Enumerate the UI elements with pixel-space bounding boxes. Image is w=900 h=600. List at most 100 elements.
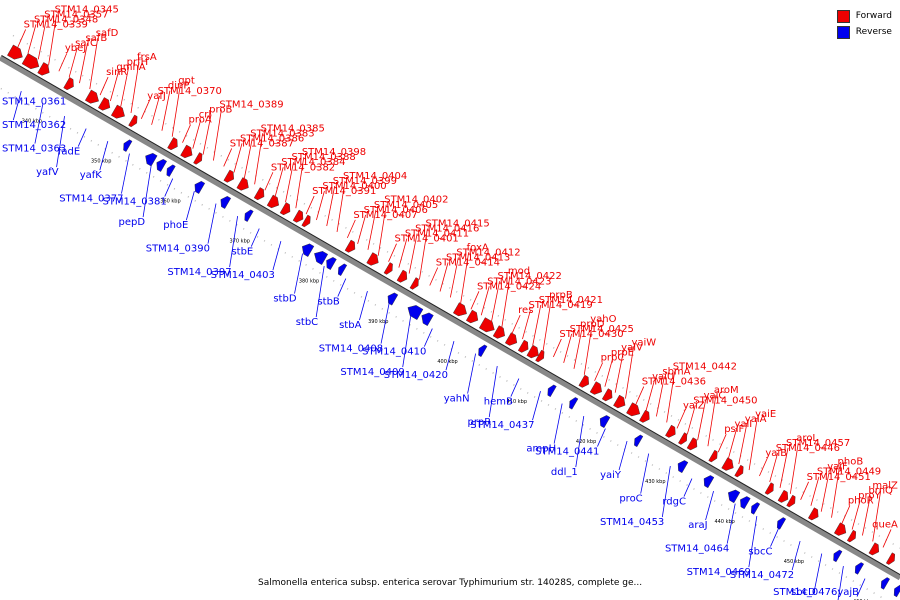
forward-gene-label[interactable]: proB bbox=[209, 105, 232, 116]
reverse-gene[interactable] bbox=[143, 151, 158, 167]
forward-gene-label[interactable]: STM14_0411 bbox=[405, 229, 469, 240]
forward-gene-label[interactable]: STM14_0382 bbox=[271, 162, 335, 173]
forward-gene-label[interactable]: dinP bbox=[168, 81, 190, 92]
reverse-gene-label[interactable]: sbcC bbox=[748, 547, 772, 558]
reverse-gene-label[interactable]: STM14_0453 bbox=[600, 517, 664, 528]
reverse-gene[interactable] bbox=[853, 561, 865, 575]
forward-gene-label[interactable]: STM14_0446 bbox=[776, 443, 840, 454]
reverse-gene-label[interactable]: ampH bbox=[526, 444, 556, 455]
forward-gene-label[interactable]: STM14_0414 bbox=[436, 258, 500, 269]
forward-gene[interactable] bbox=[465, 309, 481, 325]
forward-gene-label[interactable]: STM14_0405 bbox=[374, 200, 438, 211]
reverse-gene-label[interactable]: proC bbox=[619, 494, 642, 505]
forward-gene[interactable] bbox=[63, 77, 77, 91]
forward-gene-label[interactable]: STM14_0384 bbox=[281, 157, 345, 168]
forward-gene[interactable] bbox=[639, 409, 652, 424]
forward-gene-label[interactable]: prpB bbox=[549, 290, 573, 301]
forward-gene[interactable] bbox=[786, 494, 798, 508]
forward-gene-label[interactable]: STM14_0407 bbox=[353, 210, 417, 221]
forward-gene-label[interactable]: gpt bbox=[178, 76, 195, 87]
forward-gene[interactable] bbox=[535, 349, 547, 363]
reverse-gene-label[interactable]: araJ bbox=[688, 520, 707, 531]
forward-gene-label[interactable]: safB bbox=[85, 33, 107, 44]
forward-gene-label[interactable]: malZ bbox=[872, 480, 898, 491]
reverse-gene[interactable] bbox=[311, 248, 329, 265]
forward-gene-label[interactable]: yafJ bbox=[147, 91, 166, 102]
forward-gene-label[interactable]: STM14_0348 bbox=[34, 14, 98, 25]
reverse-gene[interactable] bbox=[737, 494, 751, 510]
forward-gene-label[interactable]: crl bbox=[199, 110, 211, 121]
forward-gene[interactable] bbox=[193, 152, 204, 165]
reverse-gene[interactable] bbox=[121, 138, 133, 152]
reverse-gene[interactable] bbox=[419, 310, 434, 326]
forward-gene[interactable] bbox=[601, 388, 615, 403]
reverse-gene[interactable] bbox=[567, 396, 579, 410]
reverse-gene-label[interactable]: stbE bbox=[231, 247, 253, 258]
forward-gene[interactable] bbox=[292, 209, 306, 224]
forward-gene[interactable] bbox=[578, 374, 592, 389]
forward-gene[interactable] bbox=[128, 114, 140, 128]
reverse-gene-label[interactable]: stbD bbox=[273, 294, 296, 305]
forward-gene[interactable] bbox=[409, 277, 421, 291]
forward-gene[interactable] bbox=[344, 239, 358, 254]
forward-gene-label[interactable]: STM14_0401 bbox=[395, 234, 459, 245]
forward-gene[interactable] bbox=[236, 177, 252, 192]
reverse-gene-label[interactable]: STM14_0469 bbox=[687, 567, 751, 578]
forward-gene-label[interactable]: yaiA bbox=[745, 414, 767, 425]
forward-gene-label[interactable]: STM14_0416 bbox=[415, 224, 479, 235]
forward-gene-label[interactable]: aroM bbox=[714, 385, 739, 396]
forward-gene-label[interactable]: STM14_0415 bbox=[425, 219, 489, 230]
forward-gene[interactable] bbox=[846, 529, 858, 543]
forward-gene-label[interactable]: STM14_0423 bbox=[487, 276, 551, 287]
forward-gene[interactable] bbox=[21, 53, 42, 71]
forward-gene[interactable] bbox=[478, 317, 497, 335]
reverse-gene-label[interactable]: yafV bbox=[36, 167, 59, 178]
forward-gene-label[interactable]: STM14_0400 bbox=[322, 181, 386, 192]
reverse-gene[interactable] bbox=[192, 179, 206, 194]
forward-gene[interactable] bbox=[279, 202, 293, 217]
reverse-gene[interactable] bbox=[775, 516, 787, 530]
forward-gene[interactable] bbox=[7, 44, 25, 62]
reverse-gene-label[interactable]: fadE bbox=[58, 147, 80, 158]
forward-gene-label[interactable]: STM14_0442 bbox=[673, 361, 737, 372]
forward-gene-label[interactable]: STM14_0357 bbox=[44, 9, 108, 20]
forward-gene-label[interactable]: STM14_0388 bbox=[292, 152, 356, 163]
reverse-gene-label[interactable]: sbcD bbox=[791, 587, 816, 598]
reverse-gene-label[interactable]: stbB bbox=[317, 297, 339, 308]
reverse-gene[interactable] bbox=[545, 383, 557, 398]
forward-gene[interactable] bbox=[764, 482, 776, 496]
forward-gene[interactable] bbox=[97, 97, 113, 112]
forward-gene-label[interactable]: prfH bbox=[127, 57, 149, 68]
reverse-gene-label[interactable]: stbC bbox=[296, 317, 318, 328]
forward-gene-label[interactable]: frsA bbox=[137, 52, 157, 63]
forward-gene-label[interactable]: STM14_0422 bbox=[498, 271, 562, 282]
forward-gene[interactable] bbox=[613, 394, 628, 410]
forward-gene-label[interactable]: STM14_0345 bbox=[55, 4, 119, 15]
reverse-gene-label[interactable]: yaiY bbox=[600, 470, 622, 481]
reverse-gene-label[interactable]: STM14_0361 bbox=[2, 97, 66, 108]
reverse-gene[interactable] bbox=[891, 583, 900, 598]
forward-gene-label[interactable]: sinR bbox=[106, 67, 127, 78]
reverse-gene[interactable] bbox=[405, 302, 424, 320]
forward-gene[interactable] bbox=[266, 194, 282, 210]
reverse-gene-label[interactable]: prpR bbox=[467, 417, 491, 428]
reverse-gene[interactable] bbox=[831, 548, 843, 563]
forward-gene[interactable] bbox=[721, 457, 737, 473]
forward-gene[interactable] bbox=[253, 187, 267, 201]
forward-gene-label[interactable]: STM14_0425 bbox=[570, 324, 634, 335]
reverse-gene[interactable] bbox=[879, 576, 890, 590]
forward-gene-label[interactable]: safD bbox=[96, 28, 119, 39]
forward-gene[interactable] bbox=[180, 144, 196, 160]
reverse-gene-label[interactable]: STM14_0362 bbox=[2, 120, 66, 131]
forward-gene[interactable] bbox=[504, 332, 520, 348]
forward-gene[interactable] bbox=[492, 325, 508, 341]
forward-gene[interactable] bbox=[452, 302, 469, 319]
forward-gene-label[interactable]: prpE bbox=[611, 348, 634, 359]
reverse-gene-label[interactable]: STM14_0437 bbox=[470, 420, 534, 431]
reverse-gene-label[interactable]: phoE bbox=[163, 220, 188, 231]
reverse-gene-label[interactable]: STM14_0441 bbox=[535, 447, 599, 458]
reverse-gene[interactable] bbox=[385, 291, 399, 306]
forward-gene-label[interactable]: mod bbox=[508, 266, 530, 277]
forward-gene-label[interactable]: ybeJ bbox=[65, 43, 86, 54]
forward-gene[interactable] bbox=[678, 432, 689, 446]
